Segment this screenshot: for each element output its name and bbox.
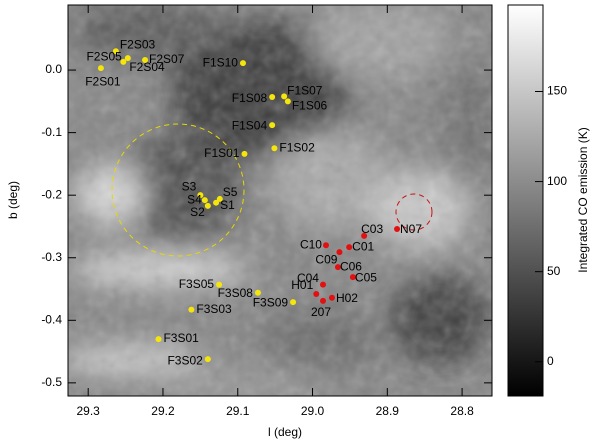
point-label: C06 — [340, 259, 362, 273]
point-label: F3S02 — [167, 353, 203, 367]
point — [213, 199, 220, 206]
emission-map — [68, 5, 492, 396]
colorbar-tick-label: 150 — [547, 84, 567, 98]
point — [336, 249, 343, 256]
point — [346, 244, 353, 251]
point-label: F3S08 — [218, 286, 254, 300]
point-label: C05 — [355, 270, 377, 284]
point-label: F1S08 — [232, 91, 268, 105]
point-label: C01 — [352, 239, 374, 253]
point-label: F3S05 — [179, 277, 215, 291]
x-tick-label: 29.1 — [226, 404, 250, 418]
point — [319, 281, 326, 288]
point-label: S1 — [220, 198, 235, 212]
point-label: 207 — [311, 305, 331, 319]
point — [241, 150, 248, 157]
point-label: H01 — [291, 278, 313, 292]
point-label: N07 — [400, 222, 422, 236]
point-label: F3S03 — [196, 302, 232, 316]
plot-frame — [67, 4, 493, 397]
point — [216, 195, 223, 202]
point — [271, 145, 278, 152]
point — [112, 48, 119, 55]
point-label: S2 — [190, 205, 205, 219]
point — [239, 60, 246, 67]
point — [313, 291, 320, 298]
colorbar-tick-label: 0 — [547, 354, 554, 368]
point — [124, 55, 131, 62]
point-label: F1S06 — [292, 99, 328, 113]
x-tick-label: 29.2 — [151, 404, 175, 418]
point — [269, 93, 276, 100]
point — [254, 289, 261, 296]
x-axis-label: l (deg) — [268, 425, 302, 439]
point — [188, 306, 195, 313]
point-label: S3 — [182, 179, 197, 193]
colorbar — [507, 4, 544, 397]
point-label: F1S10 — [203, 55, 239, 69]
point-label: C10 — [300, 237, 322, 251]
x-tick-label: 28.8 — [450, 404, 474, 418]
point — [290, 299, 297, 306]
point — [322, 242, 329, 249]
point — [394, 225, 401, 232]
point-label: F2S07 — [149, 52, 185, 66]
point-label: C03 — [361, 222, 383, 236]
y-tick-label: -0.2 — [41, 187, 62, 201]
point-label: F1S02 — [279, 140, 315, 154]
point — [269, 122, 276, 129]
colorbar-tick-label: 50 — [547, 264, 561, 278]
point-label: F3S01 — [163, 331, 199, 345]
point — [120, 58, 127, 65]
y-tick-label: -0.5 — [41, 375, 62, 389]
point-label: H02 — [336, 291, 358, 305]
point-label: C09 — [315, 252, 337, 266]
point-label: F2S04 — [129, 60, 165, 74]
y-tick-label: -0.4 — [41, 312, 62, 326]
y-tick-label: -0.1 — [41, 125, 62, 139]
point-label: F1S07 — [287, 84, 323, 98]
point — [281, 93, 288, 100]
y-tick-label: -0.3 — [41, 250, 62, 264]
point — [97, 65, 104, 72]
point-label: F2S03 — [120, 37, 156, 51]
point-label: S4 — [187, 192, 202, 206]
point — [201, 197, 208, 204]
point — [155, 336, 162, 343]
point-label: F2S01 — [85, 74, 121, 88]
point — [142, 57, 149, 64]
x-tick-label: 29.0 — [301, 404, 325, 418]
colorbar-label: Integrated CO emission (K) — [576, 127, 590, 272]
point-label: F1S01 — [204, 146, 240, 160]
y-axis-label: b (deg) — [6, 181, 20, 219]
point — [284, 98, 291, 105]
point — [216, 281, 223, 288]
point-label: F1S04 — [232, 118, 268, 132]
x-tick-label: 28.9 — [376, 404, 400, 418]
point — [204, 356, 211, 363]
point — [197, 192, 204, 199]
x-tick-label: 29.3 — [77, 404, 101, 418]
point — [328, 294, 335, 301]
point-label: F2S05 — [86, 49, 122, 63]
point — [334, 264, 341, 271]
colorbar-tick-label: 100 — [547, 174, 567, 188]
point-label: C04 — [297, 271, 319, 285]
point-label: S5 — [223, 185, 238, 199]
y-tick-label: 0.0 — [45, 62, 62, 76]
point-label: F3S09 — [253, 295, 289, 309]
point — [319, 297, 326, 304]
point — [204, 202, 211, 209]
point — [361, 232, 368, 239]
point — [349, 274, 356, 281]
